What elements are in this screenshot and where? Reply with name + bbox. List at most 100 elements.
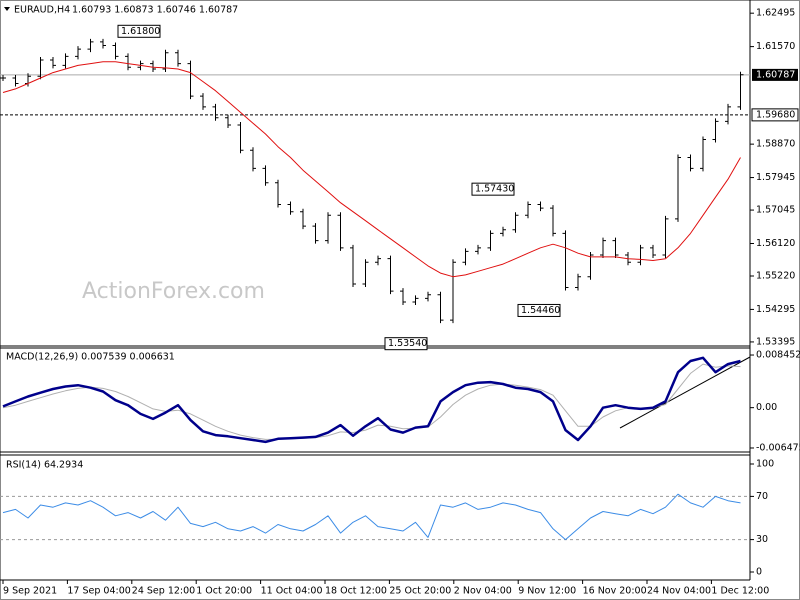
price-bar — [662, 215, 669, 259]
x-tick-label: 16 Nov 20:00 — [583, 586, 647, 597]
price-bar — [275, 179, 281, 208]
price-bar — [325, 212, 331, 244]
price-bar — [0, 75, 6, 82]
price-bar — [175, 49, 181, 67]
price-bar — [375, 255, 381, 266]
x-tick-label: 25 Oct 20:00 — [389, 586, 451, 597]
price-bar — [262, 165, 269, 186]
price-bar — [712, 118, 719, 143]
macd-title: MACD(12,26,9) 0.007539 0.006631 — [6, 352, 175, 363]
x-tick-label: 24 Sep 12:00 — [132, 586, 195, 597]
price-bar — [550, 205, 556, 237]
annotation-label: 1.54460 — [521, 305, 560, 316]
price-bar — [287, 201, 294, 215]
price-bar — [100, 38, 106, 49]
price-bar — [462, 248, 469, 266]
price-bar — [475, 244, 481, 255]
x-tick-label: 1 Dec 12:00 — [711, 586, 769, 597]
annotation-box — [471, 182, 515, 196]
price-bar — [75, 46, 81, 60]
y-tick-label: 1.61570 — [756, 41, 795, 52]
price-bar — [300, 208, 306, 230]
price-bar — [187, 60, 194, 100]
price-bar — [337, 212, 344, 251]
y-tick-label: 1.57945 — [756, 172, 795, 183]
x-tick-label: 9 Sep 2021 — [3, 586, 57, 597]
price-bar — [537, 201, 544, 212]
price-bar — [387, 255, 394, 295]
annotation-label: 1.53540 — [388, 338, 427, 349]
price-bar — [212, 103, 219, 121]
y-tick-label: 1.53395 — [756, 336, 795, 347]
price-bar — [687, 154, 694, 172]
series-line — [2, 363, 741, 440]
y-tick-label: 30 — [756, 534, 768, 545]
price-bar — [700, 136, 706, 172]
y-tick-label: 1.58870 — [756, 139, 795, 150]
y-tick-label: 1.55220 — [756, 271, 795, 282]
x-tick-label: 24 Nov 04:00 — [647, 586, 711, 597]
annotation-label: 1.61800 — [121, 26, 160, 37]
rsi-title: RSI(14) 64.2934 — [6, 460, 83, 471]
price-bar — [362, 259, 369, 287]
price-bar — [562, 230, 569, 291]
price-bar — [125, 53, 131, 71]
trend-line — [619, 356, 751, 429]
price-bar — [250, 147, 256, 172]
y-tick-label: 1.62495 — [756, 8, 795, 19]
series-line — [2, 356, 741, 444]
price-bar — [62, 53, 69, 69]
price-bar — [725, 103, 731, 125]
annotation-box — [517, 303, 561, 317]
annotation-label: 1.57430 — [475, 184, 514, 195]
price-bar — [400, 288, 406, 306]
price-bar — [225, 114, 231, 128]
y-tick-label: 1.56120 — [756, 238, 795, 249]
price-bar — [425, 291, 431, 302]
x-tick-label: 1 Oct 20:00 — [196, 586, 252, 597]
x-tick-label: 9 Nov 12:00 — [518, 586, 576, 597]
price-bar — [50, 56, 56, 69]
price-bar — [612, 237, 619, 259]
price-bar — [412, 295, 419, 306]
level-label: 1.59680 — [756, 109, 795, 120]
y-tick-label: 100 — [756, 458, 774, 469]
x-tick-label: 2 Nov 04:00 — [454, 586, 512, 597]
y-tick-label: 1.54295 — [756, 304, 795, 315]
price-bar — [650, 244, 656, 259]
x-tick-label: 18 Oct 12:00 — [325, 586, 387, 597]
symbol: EURAUD,H4 — [14, 5, 70, 16]
series-line — [2, 493, 741, 541]
price-bar — [512, 212, 519, 233]
price-bar — [600, 237, 606, 259]
price-bar — [450, 259, 456, 324]
y-tick-label: 0.008452 — [756, 350, 800, 361]
price-bar — [112, 42, 119, 60]
annotation-box — [117, 24, 161, 38]
quote: 1.60793 1.60873 1.60746 1.60787 — [72, 5, 238, 16]
price-bar — [575, 273, 581, 291]
price-bar — [12, 75, 19, 87]
price-bar — [637, 244, 644, 266]
price-bar — [525, 201, 531, 219]
watermark: ActionForex.com — [82, 279, 265, 304]
series-line — [2, 61, 741, 278]
price-bar — [87, 38, 94, 53]
current-price-bg — [752, 68, 798, 81]
price-bar — [350, 244, 356, 287]
price-bar — [675, 154, 681, 222]
price-bar — [237, 121, 244, 154]
price-bar — [487, 230, 494, 251]
y-tick-label: -0.006475 — [756, 442, 800, 453]
price-bar — [37, 56, 44, 80]
price-bar — [312, 223, 319, 244]
price-bar — [150, 60, 156, 72]
y-tick-label: 70 — [756, 491, 768, 502]
y-tick-label: 0.00 — [756, 402, 777, 413]
price-bar — [200, 93, 206, 110]
x-tick-label: 17 Sep 04:00 — [67, 586, 130, 597]
menu-arrow — [4, 7, 10, 11]
price-bar — [500, 226, 506, 237]
